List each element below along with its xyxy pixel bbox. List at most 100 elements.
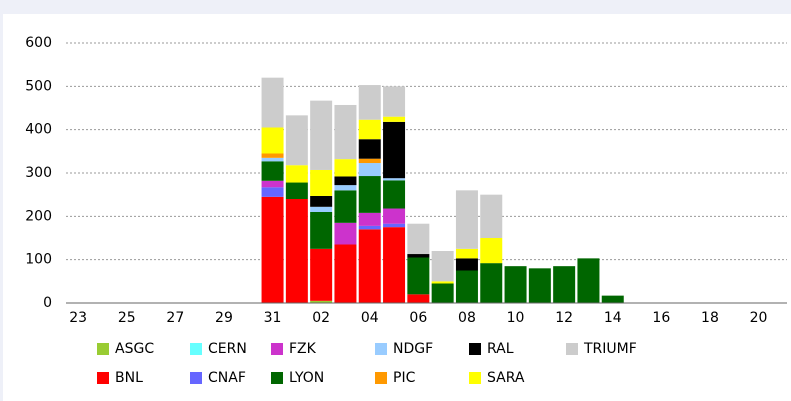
legend-swatch	[271, 372, 283, 384]
bar-segment	[285, 165, 308, 183]
x-tick-label: 10	[507, 310, 525, 326]
bar-segment	[528, 268, 551, 303]
bar-segment	[285, 199, 308, 303]
bar-segment	[261, 161, 284, 181]
x-tick-label: 14	[604, 310, 622, 326]
bar-segment	[455, 258, 478, 271]
legend-label: ASGC	[115, 341, 154, 357]
bar-segment	[407, 294, 430, 303]
y-tick-label: 100	[25, 252, 52, 268]
bar-segment	[334, 190, 357, 223]
bar-segment	[358, 119, 381, 140]
bar-segment	[383, 227, 406, 303]
bar-segment	[261, 153, 284, 158]
bar-segment	[334, 104, 357, 160]
y-tick-label: 300	[25, 165, 52, 181]
bar-segment	[407, 257, 430, 295]
bar-segment	[455, 270, 478, 303]
bar-segment	[358, 229, 381, 303]
x-tick-label: 18	[701, 310, 719, 326]
x-tick-label: 27	[166, 310, 184, 326]
y-tick-label: 500	[25, 78, 52, 94]
bar-segment	[358, 163, 381, 177]
bar-segment	[480, 263, 503, 303]
y-tick-label: 400	[25, 122, 52, 138]
bar-segment	[553, 266, 576, 303]
bar-segment	[383, 121, 406, 179]
bar-segment	[310, 169, 333, 196]
legend-swatch	[469, 372, 481, 384]
bar-segment	[383, 208, 406, 224]
bar-segment	[358, 158, 381, 164]
bar-segment	[334, 185, 357, 191]
legend-swatch	[190, 343, 202, 355]
legend-swatch	[190, 372, 202, 384]
bar-segment	[334, 244, 357, 303]
bar-segment	[261, 180, 284, 188]
bar-segment	[431, 251, 454, 282]
y-tick-label: 600	[25, 35, 52, 51]
legend-label: LYON	[289, 370, 324, 386]
x-tick-label: 23	[69, 310, 87, 326]
y-tick-label: 200	[25, 208, 52, 224]
bar-segment	[455, 248, 478, 259]
x-tick-label: 08	[458, 310, 476, 326]
x-tick-label: 06	[409, 310, 427, 326]
bar-segment	[383, 180, 406, 209]
bar-segment	[261, 157, 284, 162]
legend-label: PIC	[393, 370, 416, 386]
bar-segment	[504, 266, 527, 303]
legend-label: RAL	[487, 341, 514, 357]
bar-segment	[285, 115, 308, 166]
bar-segment	[358, 139, 381, 159]
x-tick-label: 04	[361, 310, 379, 326]
bar-segment	[261, 196, 284, 303]
bar-segment	[310, 248, 333, 301]
legend-swatch	[97, 343, 109, 355]
bar-segment	[310, 212, 333, 249]
bar-segment	[261, 77, 284, 128]
x-tick-label: 31	[264, 310, 282, 326]
legend-swatch	[97, 372, 109, 384]
bar-segment	[383, 178, 406, 181]
bar-segment	[383, 86, 406, 117]
legend-label: SARA	[487, 370, 525, 386]
bar-segment	[407, 223, 430, 255]
legend-label: CNAF	[208, 370, 246, 386]
bar-segment	[407, 254, 430, 258]
bar-segment	[431, 281, 454, 284]
legend-swatch	[375, 372, 387, 384]
legend-label: CERN	[208, 341, 247, 357]
x-tick-label: 20	[750, 310, 768, 326]
bar-segment	[310, 206, 333, 212]
bar-segment	[431, 283, 454, 303]
bar-segment	[358, 85, 381, 120]
x-tick-label: 12	[555, 310, 573, 326]
legend-label: NDGF	[393, 341, 433, 357]
legend-swatch	[271, 343, 283, 355]
bar-segment	[334, 222, 357, 245]
bar-segment	[480, 194, 503, 238]
legend-swatch	[469, 343, 481, 355]
x-tick-label: 16	[652, 310, 670, 326]
bar-segment	[383, 223, 406, 228]
bar-segment	[334, 159, 357, 177]
bar-segment	[577, 258, 600, 303]
bar-segment	[310, 100, 333, 170]
legend-label: FZK	[289, 341, 317, 357]
legend-label: BNL	[115, 370, 143, 386]
x-tick-label: 29	[215, 310, 233, 326]
bar-segment	[334, 176, 357, 186]
bar-segment	[601, 295, 624, 303]
bar-segment	[310, 300, 333, 303]
legend-label: TRIUMF	[583, 341, 637, 357]
bar-segment	[358, 212, 381, 226]
legend-swatch	[566, 343, 578, 355]
bar-segment	[358, 176, 381, 213]
bar-segment	[285, 182, 308, 199]
bar-segment	[261, 187, 284, 197]
bar-segment	[358, 225, 381, 230]
bar-segment	[455, 190, 478, 249]
y-tick-label: 0	[43, 295, 52, 311]
